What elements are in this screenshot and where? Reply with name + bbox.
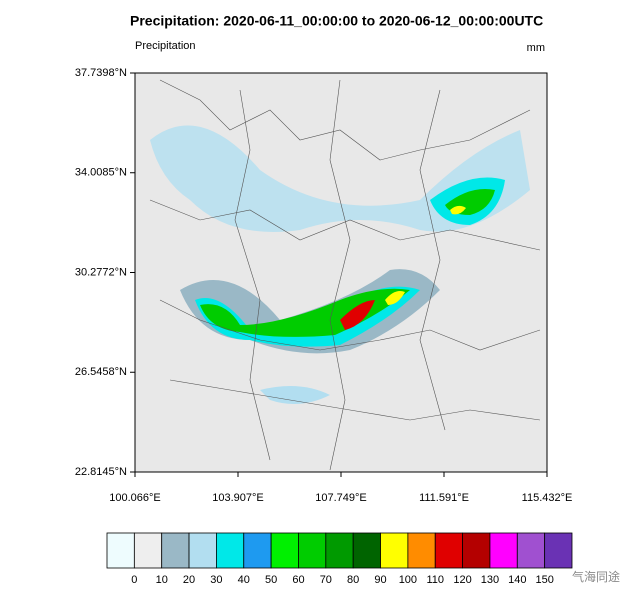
- colorbar-box: [325, 532, 354, 569]
- left-label: Precipitation: [135, 40, 196, 52]
- colorbar-label: 110: [426, 574, 444, 586]
- colorbar-box: [216, 532, 245, 569]
- colorbar-label: 140: [508, 574, 526, 586]
- colorbar-label: 50: [265, 574, 277, 586]
- colorbar-label: 60: [292, 574, 304, 586]
- colorbar-label: 40: [238, 574, 250, 586]
- colorbar-box: [298, 532, 327, 569]
- lon-tick-label: 111.591°E: [419, 492, 469, 504]
- colorbar-label: 150: [535, 574, 553, 586]
- colorbar-label: 80: [347, 574, 359, 586]
- lat-tick-label: 34.0085°N: [75, 167, 127, 179]
- lon-tick-label: 103.907°E: [212, 492, 264, 504]
- colorbar-box: [462, 532, 491, 569]
- colorbar-box: [243, 532, 272, 569]
- colorbar-label: 120: [453, 574, 471, 586]
- lat-tick-label: 37.7398°N: [75, 67, 127, 79]
- lon-tick-label: 107.749°E: [315, 492, 367, 504]
- lat-tick-label: 26.5458°N: [75, 366, 127, 378]
- colorbar-box: [380, 532, 409, 569]
- colorbar-label: 90: [374, 574, 386, 586]
- colorbar-label: 20: [183, 574, 195, 586]
- colorbar-box: [133, 532, 163, 569]
- colorbar-box: [270, 532, 299, 569]
- colorbar-label: 0: [131, 574, 137, 586]
- watermark: 气海同途: [572, 569, 620, 584]
- precip-field: [150, 125, 530, 404]
- colorbar-box: [161, 532, 190, 569]
- colorbar-label: 70: [320, 574, 332, 586]
- units-label: mm: [527, 42, 545, 54]
- colorbar-box: [352, 532, 381, 569]
- colorbar-box: [106, 532, 135, 569]
- colorbar-box: [544, 532, 573, 569]
- lat-tick-label: 30.2772°N: [75, 266, 127, 278]
- colorbar-box: [407, 532, 436, 569]
- colorbar-label: 100: [399, 574, 417, 586]
- lat-tick-label: 22.8145°N: [75, 466, 127, 478]
- lon-tick-label: 100.066°E: [109, 492, 161, 504]
- lon-tick-label: 115.432°E: [522, 492, 573, 504]
- colorbar-box: [516, 532, 546, 569]
- map: [134, 72, 548, 473]
- title: Precipitation: 2020-06-11_00:00:00 to 20…: [130, 13, 543, 29]
- colorbar-label: 10: [156, 574, 168, 586]
- colorbar-label: 30: [210, 574, 222, 586]
- colorbar-box: [188, 532, 217, 569]
- boundaries: [149, 79, 541, 471]
- colorbar-label: 130: [481, 574, 499, 586]
- colorbar-box: [434, 532, 463, 569]
- colorbar-box: [489, 532, 518, 569]
